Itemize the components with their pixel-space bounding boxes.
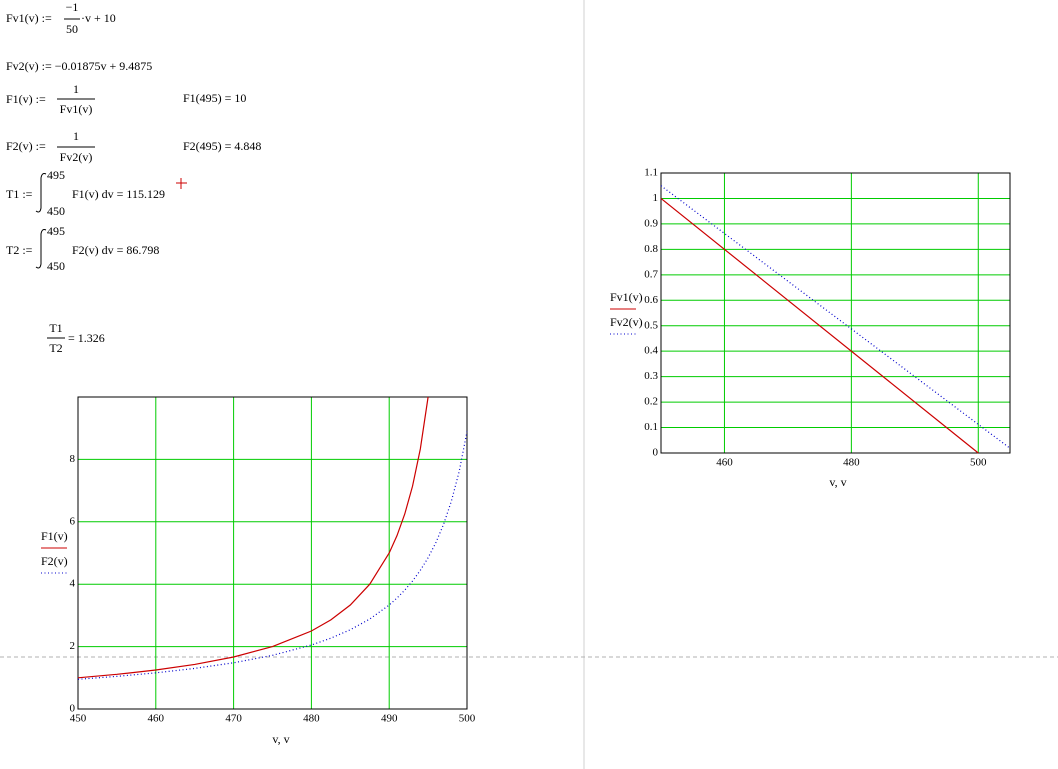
legend-label: F1(v) xyxy=(41,529,68,543)
x-tick-label: 460 xyxy=(148,713,165,725)
y-tick-label: 0.8 xyxy=(644,243,658,255)
y-tick-label: 4 xyxy=(70,578,76,590)
integral-lower: 450 xyxy=(47,259,65,273)
integral-upper: 495 xyxy=(47,168,65,182)
frac-den: T2 xyxy=(49,341,62,355)
x-tick-label: 460 xyxy=(716,457,733,469)
frac-den: Fv1(v) xyxy=(60,102,93,116)
y-tick-label: 0.5 xyxy=(644,319,658,331)
y-tick-label: 0.1 xyxy=(644,421,658,433)
frac-den: 50 xyxy=(66,22,78,36)
expr-result: F2(495) = 4.848 xyxy=(183,139,261,153)
expr-rest: ·v + 10 xyxy=(81,11,116,25)
y-tick-label: 0.7 xyxy=(644,268,658,280)
frac-num: 1 xyxy=(73,82,79,96)
expr-lhs: T2 := xyxy=(6,243,33,257)
x-tick-label: 500 xyxy=(970,457,987,469)
expr-result: F1(495) = 10 xyxy=(183,91,246,105)
legend-label: Fv2(v) xyxy=(610,315,643,329)
y-tick-label: 0 xyxy=(653,447,659,459)
integral-sign xyxy=(35,229,47,269)
series-line xyxy=(77,396,429,679)
y-tick-label: 0 xyxy=(70,703,76,715)
integral-body: F2(v) dv = 86.798 xyxy=(72,243,159,257)
expr-lhs: Fv1(v) := xyxy=(6,11,52,25)
expr: Fv2(v) := −0.01875v + 9.4875 xyxy=(6,59,152,73)
y-tick-label: 1.1 xyxy=(644,167,658,179)
cursor xyxy=(176,178,187,189)
y-tick-label: 0.3 xyxy=(644,370,658,382)
y-tick-label: 1 xyxy=(653,192,659,204)
y-tick-label: 8 xyxy=(70,453,76,465)
expr-lhs: T1 := xyxy=(6,187,33,201)
integral-sign xyxy=(35,173,47,213)
frac-den: Fv2(v) xyxy=(60,150,93,164)
y-tick-label: 0.2 xyxy=(644,396,658,408)
frac-num: 1 xyxy=(73,129,79,143)
series-line xyxy=(77,431,468,680)
expr-result: = 1.326 xyxy=(68,331,105,345)
x-axis-label: v, v xyxy=(272,732,289,746)
y-tick-label: 0.4 xyxy=(644,345,658,357)
x-tick-label: 450 xyxy=(70,713,87,725)
x-axis-label: v, v xyxy=(829,475,846,489)
y-tick-label: 0.9 xyxy=(644,217,658,229)
x-tick-label: 470 xyxy=(225,713,242,725)
plot-frame xyxy=(77,396,468,710)
frac-num: T1 xyxy=(49,321,62,335)
x-tick-label: 500 xyxy=(459,713,476,725)
plot-frame xyxy=(660,172,1011,454)
integral-body: F1(v) dv = 115.129 xyxy=(72,187,165,201)
x-tick-label: 480 xyxy=(303,713,320,725)
y-tick-label: 6 xyxy=(70,515,76,527)
legend-label: F2(v) xyxy=(41,554,68,568)
series-line xyxy=(660,185,1011,449)
expr-lhs: F2(v) := xyxy=(6,139,46,153)
x-tick-label: 480 xyxy=(843,457,860,469)
integral-upper: 495 xyxy=(47,224,65,238)
y-tick-label: 0.6 xyxy=(644,294,658,306)
series-line xyxy=(660,197,979,454)
integral-lower: 450 xyxy=(47,204,65,218)
legend-label: Fv1(v) xyxy=(610,290,643,304)
y-tick-label: 2 xyxy=(70,640,76,652)
expr-lhs: F1(v) := xyxy=(6,92,46,106)
frac-num: −1 xyxy=(66,0,79,14)
x-tick-label: 490 xyxy=(381,713,398,725)
